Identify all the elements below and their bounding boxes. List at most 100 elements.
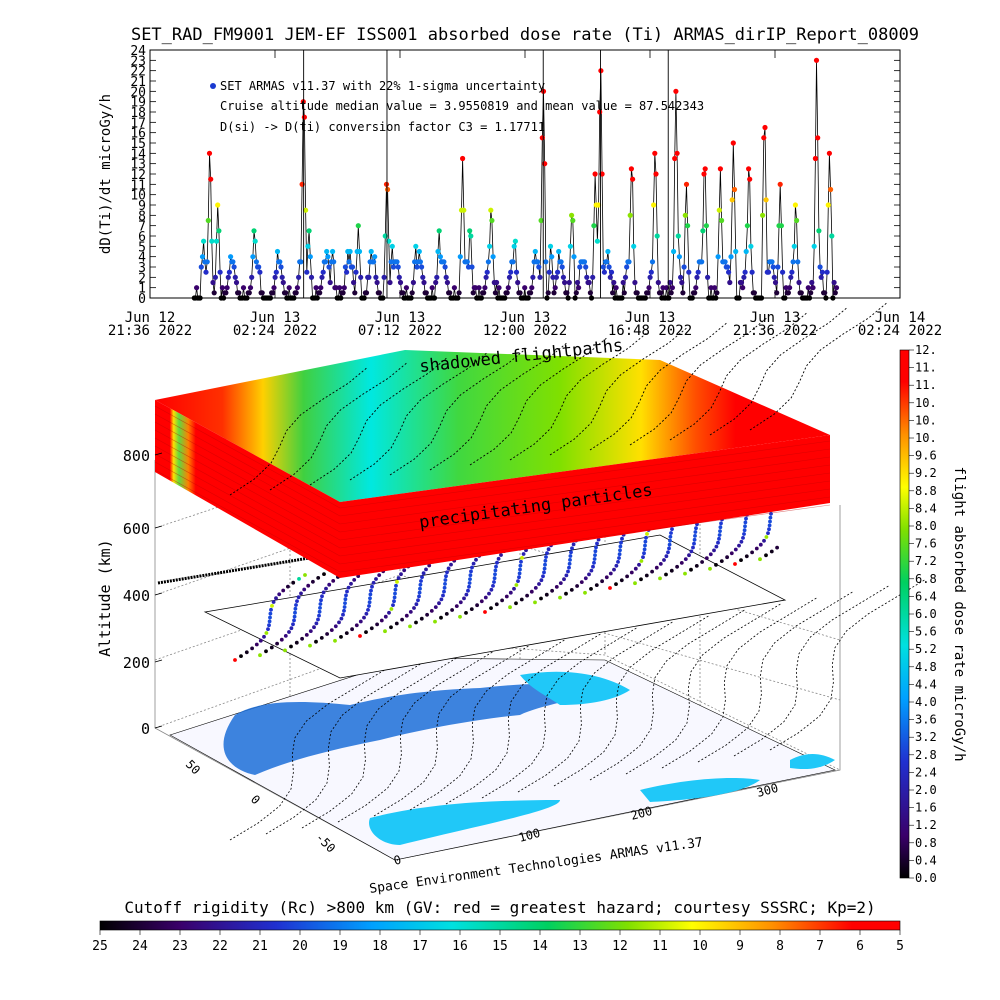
slab-stripe-right (339, 488, 831, 557)
track-point (600, 579, 604, 584)
track-point (608, 571, 613, 576)
track-point (742, 528, 747, 533)
dose-point (283, 290, 289, 296)
track-point (614, 582, 618, 586)
track-point (291, 580, 296, 585)
dose-point (342, 264, 348, 270)
track-point (383, 614, 388, 619)
dose-point (658, 290, 664, 296)
track-point (308, 643, 312, 648)
cutoff-rigidity-tick-label: 17 (412, 939, 428, 954)
track-point (324, 586, 328, 591)
dose-point (502, 295, 508, 301)
y-tick-label: 8 (138, 209, 146, 224)
track-point (352, 578, 357, 582)
altitude-tick-mark (154, 525, 163, 529)
track-point (494, 564, 498, 569)
dose-point (338, 295, 344, 301)
dose-point (552, 285, 558, 291)
track-point (464, 592, 469, 597)
dose-point (772, 279, 779, 286)
dose-point (829, 233, 835, 239)
dose-colorbar-tick-label: 8.4 (915, 501, 937, 515)
dose-point (676, 254, 683, 260)
dose-point (371, 259, 377, 265)
dose-point (420, 274, 426, 280)
dose-point (267, 295, 273, 301)
dose-point (789, 269, 795, 275)
dose-point (692, 290, 698, 296)
x-tick-date: Jun 13 (250, 310, 301, 326)
track-point (641, 555, 645, 559)
track-point (342, 605, 347, 609)
track-point (617, 552, 622, 557)
track-point (454, 604, 459, 608)
track-point (633, 566, 638, 571)
track-point (294, 603, 298, 607)
dose-point (530, 274, 536, 280)
altitude-tick-label: 0 (141, 720, 150, 738)
dose-point (389, 243, 395, 249)
x-tick-time: 21:36 2022 (108, 323, 192, 339)
dose-point (586, 279, 592, 286)
dose-point (822, 290, 828, 296)
track-point (268, 611, 273, 616)
dose-point (308, 274, 315, 280)
dose-point (581, 259, 588, 265)
dose-point (761, 135, 767, 141)
track-point (593, 549, 598, 554)
track-point (550, 588, 554, 593)
dose-point (813, 57, 820, 63)
dose-point (729, 197, 735, 203)
dose-series (191, 50, 840, 301)
cutoff-rigidity-tick-label: 14 (532, 939, 548, 954)
track-point (645, 532, 649, 536)
dose-point (537, 274, 543, 280)
latitude-tick-label: 50 (183, 757, 203, 777)
dose-colorbar-tick-label: 3.2 (915, 730, 937, 744)
y-tick-label: 2 (138, 271, 146, 286)
dose-colorbar-tick-label: 12. (915, 343, 937, 357)
dose-point (209, 238, 215, 244)
track-point (579, 580, 584, 584)
track-point (587, 572, 591, 577)
track-point (716, 540, 720, 545)
dose-point (390, 264, 397, 270)
dose-point (588, 295, 595, 301)
dose-colorbar-tick-label: 9.6 (915, 449, 937, 463)
dose-point (433, 279, 439, 286)
track-point (564, 573, 569, 578)
track-point (569, 588, 574, 592)
track-point (683, 571, 687, 576)
track-point (362, 615, 366, 620)
dose-point (410, 279, 416, 286)
track-point (592, 557, 597, 561)
track-point (594, 583, 599, 587)
dose-point (251, 228, 257, 234)
slab-stripe-right (339, 496, 831, 565)
track-point (333, 638, 337, 643)
dose-point (361, 295, 367, 301)
cutoff-rigidity-tick-label: 10 (692, 939, 708, 954)
track-point (750, 550, 754, 555)
altitude-tick-mark (154, 725, 163, 729)
cutoff-rigidity-tick-label: 16 (452, 939, 468, 954)
dose-point (271, 285, 277, 291)
track-point (369, 588, 373, 593)
dose-point (489, 217, 495, 224)
dose-point (782, 295, 788, 301)
track-point (293, 606, 298, 611)
dose-point (597, 109, 603, 115)
altitude-tick-mark (154, 592, 163, 596)
dose-point (256, 264, 262, 270)
track-point (264, 631, 269, 635)
track-point (729, 551, 734, 556)
dose-point (363, 290, 370, 296)
track-point (295, 599, 299, 603)
dose-point (668, 290, 674, 296)
track-point (668, 538, 672, 543)
track-point (639, 559, 644, 563)
dose-point (259, 290, 265, 296)
track-point (417, 594, 421, 599)
track-point (766, 531, 770, 535)
